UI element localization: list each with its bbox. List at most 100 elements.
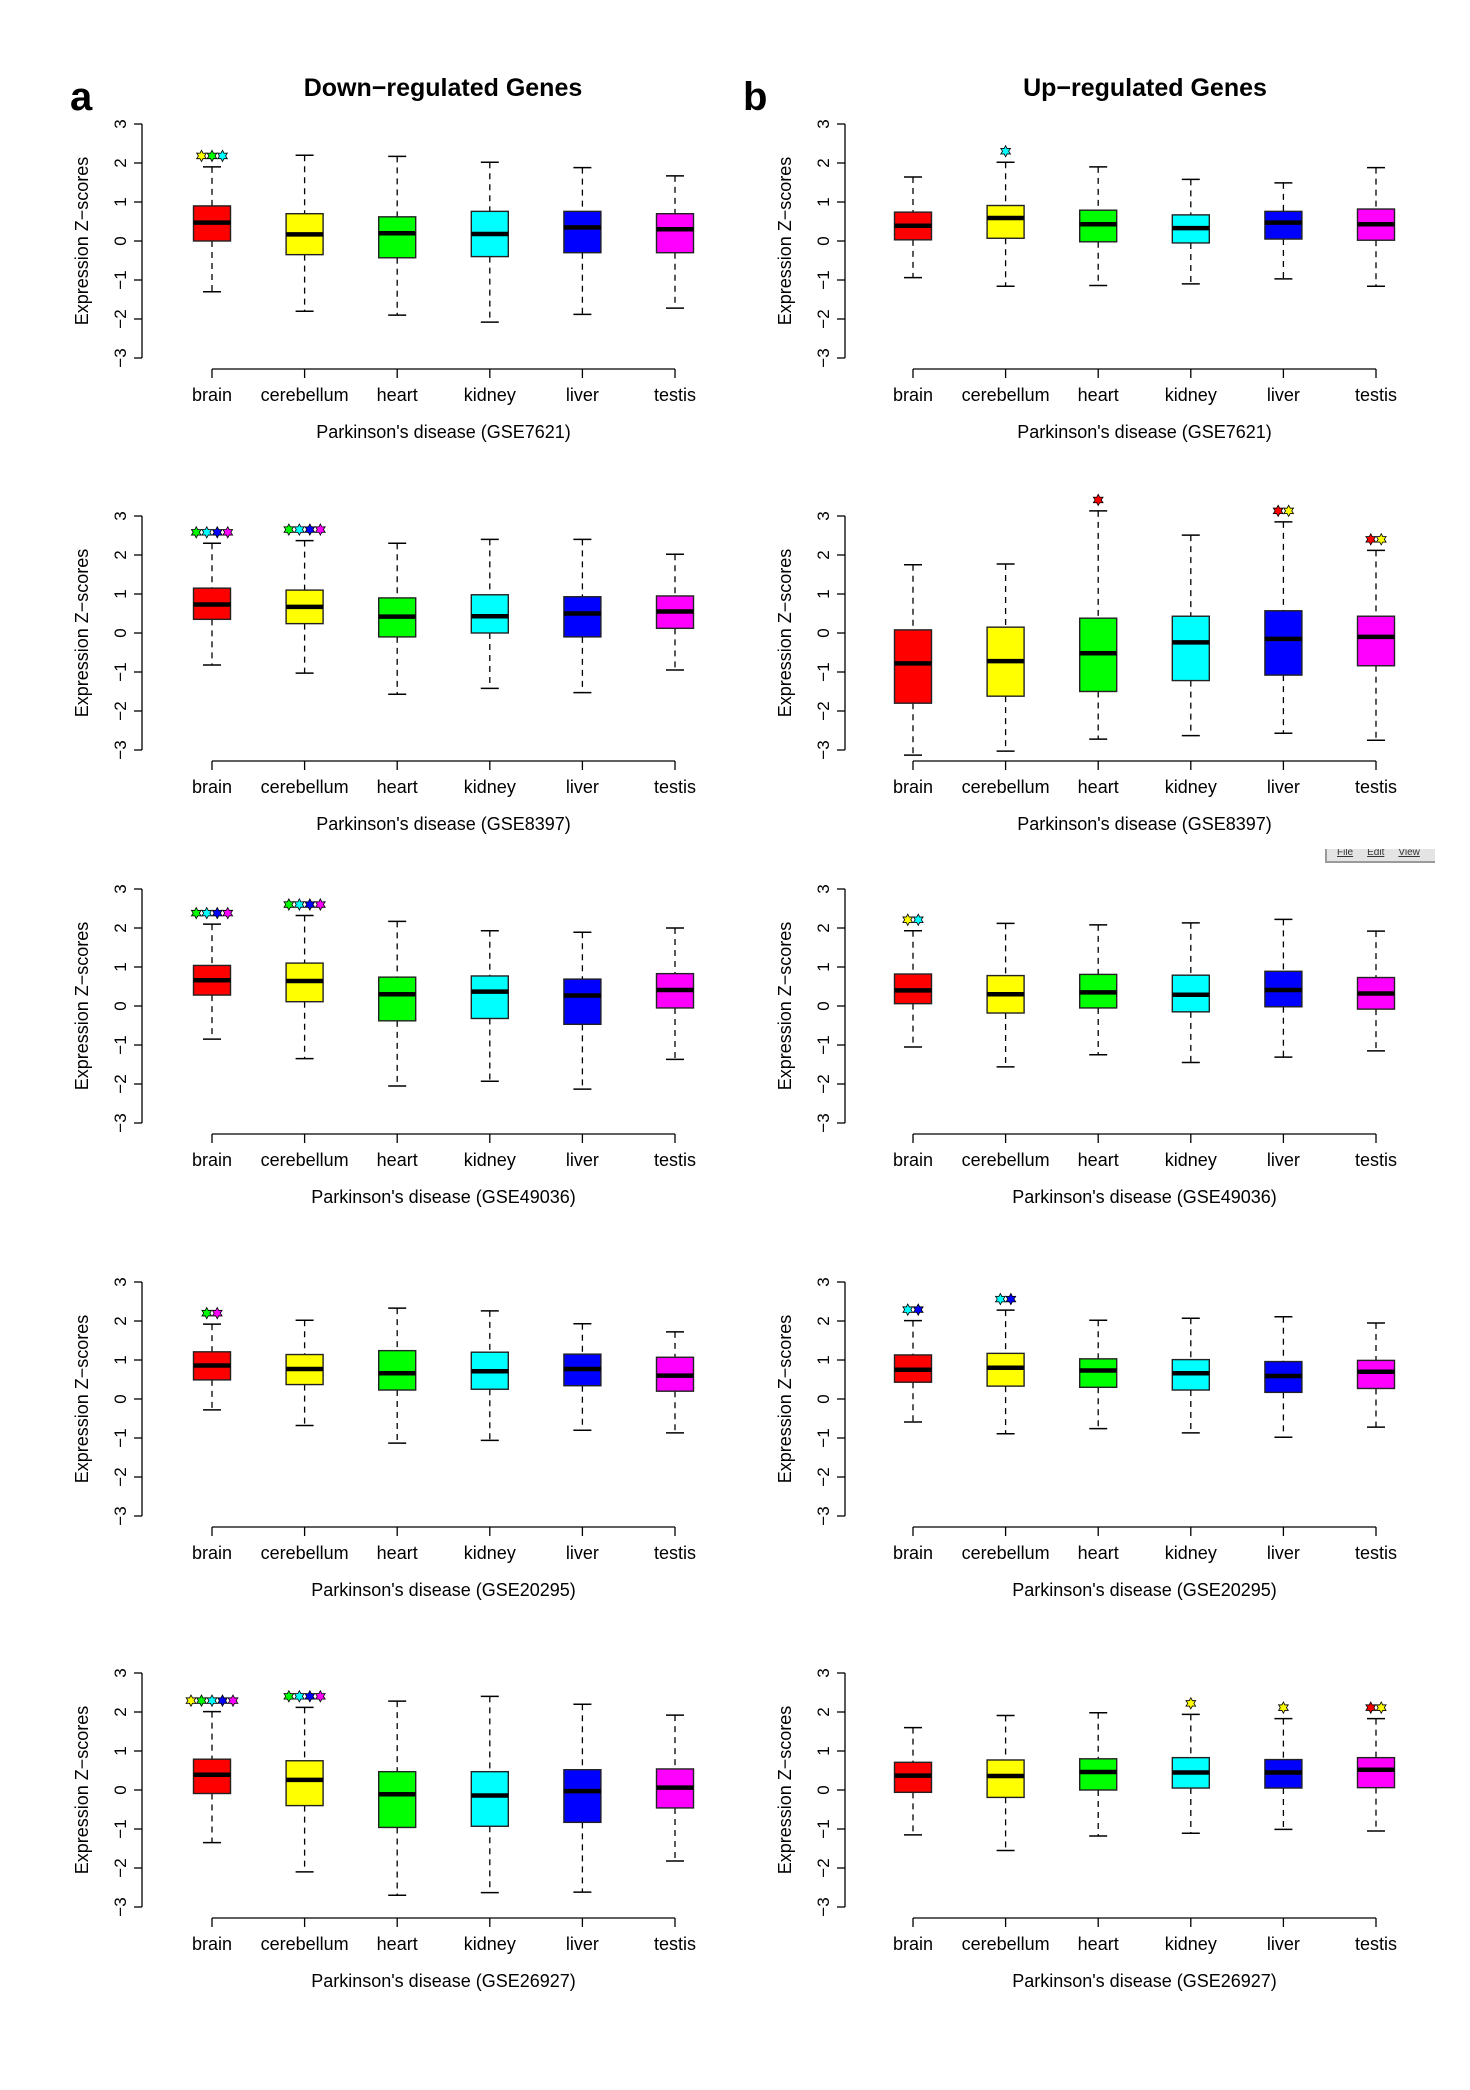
box-kidney	[470, 1310, 509, 1442]
x-category-label: brain	[893, 777, 933, 797]
y-tick-label: 1	[814, 589, 833, 598]
box-heart	[1078, 1319, 1118, 1430]
iqr-box	[1078, 1358, 1118, 1388]
menu-item-view[interactable]: View	[1398, 849, 1420, 858]
significance-star-kidney	[293, 523, 305, 537]
x-axis-title: Parkinson's disease (GSE49036)	[311, 1187, 576, 1207]
y-tick-label: −1	[814, 270, 833, 289]
y-tick-label: 3	[814, 119, 833, 128]
y-tick-label: −3	[111, 1506, 130, 1525]
significance-star-heart	[201, 1306, 213, 1320]
y-tick-label: −1	[111, 1428, 130, 1447]
boxplot-panel: −3 −2 −1 0 1 2 3 Expression Z−scores brain cerebe…	[72, 119, 696, 442]
y-tick-label: −3	[814, 740, 833, 759]
y-axis-title: Expression Z−scores	[775, 1315, 795, 1484]
y-tick-label: 3	[814, 1277, 833, 1286]
x-category-label: cerebellum	[962, 1150, 1050, 1170]
box-brain	[893, 1726, 933, 1836]
significance-star-cerebellum	[1185, 1696, 1197, 1710]
significance-star-testis	[222, 525, 234, 539]
significance-star-brain	[1365, 1701, 1377, 1715]
iqr-box	[1264, 610, 1303, 676]
box-brain	[192, 1306, 232, 1411]
y-tick-label: 1	[111, 197, 130, 206]
box-heart	[378, 1700, 417, 1897]
x-axis-title: Parkinson's disease (GSE20295)	[311, 1580, 576, 1600]
significance-star-kidney	[201, 906, 213, 920]
box-testis	[1356, 930, 1396, 1052]
x-category-label: cerebellum	[261, 1543, 349, 1563]
x-category-label: kidney	[464, 1150, 516, 1170]
significance-star-cerebellum	[1283, 504, 1295, 518]
x-category-label: testis	[654, 1543, 696, 1563]
panels: −3 −2 −1 0 1 2 3 Expression Z−scores brain cerebe…	[72, 119, 1397, 1991]
significance-star-cerebellum	[1375, 532, 1387, 546]
y-axis-title: Expression Z−scores	[72, 922, 92, 1091]
iqr-box	[1356, 1359, 1396, 1390]
box-kidney	[470, 929, 509, 1083]
x-category-label: kidney	[464, 385, 516, 405]
x-category-label: heart	[377, 1543, 418, 1563]
menu-item-edit[interactable]: Edit	[1367, 849, 1385, 858]
box-liver	[1264, 1701, 1303, 1831]
x-category-label: heart	[377, 385, 418, 405]
y-tick-label: −3	[111, 348, 130, 367]
significance-star-kidney	[912, 913, 924, 927]
x-category-label: kidney	[464, 1934, 516, 1954]
box-heart	[1078, 924, 1118, 1056]
y-tick-label: 3	[111, 884, 130, 893]
x-category-label: testis	[1355, 1150, 1397, 1170]
window-menu-fragment: File Edit View	[1325, 849, 1435, 863]
panel-letter-a: a	[70, 75, 93, 119]
iqr-box	[378, 976, 417, 1022]
iqr-box	[1356, 1756, 1396, 1789]
iqr-box	[563, 1769, 602, 1824]
iqr-box	[563, 978, 602, 1026]
significance-star-kidney	[216, 149, 229, 163]
significance-star-testis	[314, 1689, 326, 1703]
y-tick-label: −1	[111, 1819, 130, 1838]
significance-star-liver	[304, 898, 316, 911]
significance-star-liver	[216, 1694, 229, 1708]
y-tick-label: 2	[111, 158, 130, 167]
box-testis	[1356, 1701, 1396, 1832]
y-tick-label: 0	[814, 236, 833, 245]
significance-star-kidney	[201, 525, 213, 539]
box-testis	[1356, 532, 1396, 741]
y-axis-title: Expression Z−scores	[72, 1315, 92, 1484]
box-testis	[1356, 166, 1396, 287]
y-tick-label: −2	[814, 1467, 833, 1486]
y-tick-label: −1	[814, 1819, 833, 1838]
significance-star-kidney	[994, 1292, 1006, 1306]
y-tick-label: 2	[111, 923, 130, 932]
significance-star-heart	[283, 1689, 295, 1703]
y-tick-label: −2	[814, 1074, 833, 1093]
x-category-label: brain	[192, 1543, 232, 1563]
significance-star-liver	[912, 1303, 924, 1317]
box-testis	[655, 1331, 695, 1434]
x-axis-title: Parkinson's disease (GSE26927)	[1012, 1971, 1277, 1991]
y-tick-label: 2	[814, 1707, 833, 1716]
x-category-label: cerebellum	[261, 777, 349, 797]
y-tick-label: −1	[814, 1428, 833, 1447]
significance-star-liver	[211, 906, 223, 920]
y-tick-label: 0	[111, 1785, 130, 1794]
x-axis-title: Parkinson's disease (GSE8397)	[316, 814, 571, 834]
x-category-label: heart	[1078, 385, 1119, 405]
significance-star-testis	[222, 906, 234, 920]
box-liver	[563, 1322, 602, 1431]
box-kidney	[470, 538, 509, 690]
y-tick-label: −3	[814, 1506, 833, 1525]
significance-star-liver	[1005, 1292, 1017, 1306]
x-category-label: heart	[377, 777, 418, 797]
x-axis-title: Parkinson's disease (GSE26927)	[311, 1971, 576, 1991]
menu-item-file[interactable]: File	[1337, 849, 1354, 858]
box-heart	[1078, 493, 1118, 740]
y-tick-label: 0	[814, 628, 833, 637]
x-category-label: liver	[1267, 1543, 1300, 1563]
x-category-label: cerebellum	[962, 1543, 1050, 1563]
x-category-label: kidney	[1165, 1150, 1217, 1170]
box-kidney	[1171, 922, 1211, 1064]
y-tick-label: 1	[111, 1746, 130, 1755]
x-category-label: brain	[893, 1543, 933, 1563]
